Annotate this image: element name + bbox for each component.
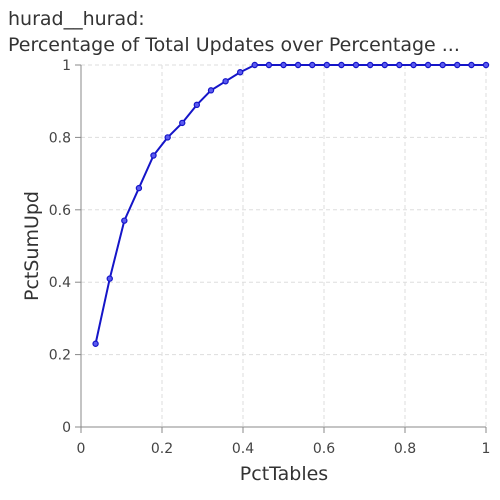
- y-tick-label: 0.4: [49, 275, 71, 291]
- chart-subtitle: Percentage of Total Updates over Percent…: [8, 34, 460, 56]
- data-point: [135, 184, 143, 192]
- y-tick-label: 0.2: [49, 348, 71, 364]
- series-line: [94, 64, 486, 344]
- data-point: [396, 61, 403, 69]
- data-point: [381, 61, 388, 69]
- data-point: [439, 61, 446, 69]
- axes: [80, 65, 486, 428]
- x-tick-label: 0.8: [394, 441, 416, 457]
- data-point: [424, 61, 432, 69]
- x-tick-label: 0: [77, 441, 86, 457]
- y-tick-label: 1: [62, 58, 71, 74]
- data-point: [150, 152, 157, 159]
- data-point: [207, 87, 215, 94]
- data-point: [92, 340, 99, 347]
- data-point: [121, 217, 128, 224]
- data-point: [366, 61, 374, 69]
- y-axis-ticks: 0 0.2 0.4 0.6 0.8 1: [49, 58, 81, 436]
- x-axis-label: PctTables: [240, 463, 328, 485]
- data-point: [482, 61, 490, 69]
- data-point: [454, 61, 461, 69]
- data-point: [309, 61, 316, 69]
- data-point: [265, 61, 273, 69]
- data-point: [468, 61, 475, 69]
- x-tick-label: 0.6: [313, 441, 335, 457]
- y-tick-label: 0.6: [49, 203, 71, 219]
- x-tick-label: 1: [482, 441, 491, 457]
- chart-title: hurad__hurad:: [8, 8, 145, 30]
- data-point: [410, 61, 417, 69]
- data-point: [323, 61, 331, 69]
- x-tick-label: 0.4: [232, 441, 254, 457]
- data-point: [294, 61, 302, 69]
- x-tick-label: 0.2: [151, 441, 173, 457]
- data-point: [251, 61, 258, 69]
- x-axis-ticks: 0 0.2 0.4 0.6 0.8 1: [77, 427, 491, 457]
- data-point: [106, 275, 113, 282]
- data-point: [236, 69, 244, 76]
- y-tick-label: 0.8: [49, 130, 71, 146]
- data-point: [193, 101, 201, 109]
- grid-lines: [80, 64, 487, 428]
- data-point: [179, 119, 186, 127]
- data-point: [338, 61, 345, 69]
- data-point: [164, 134, 171, 141]
- data-point: [222, 78, 229, 85]
- data-point: [280, 61, 287, 69]
- y-axis-label: PctSumUpd: [21, 191, 43, 301]
- data-point: [352, 61, 360, 69]
- series-layer: [92, 61, 490, 347]
- y-tick-label: 0: [62, 420, 71, 436]
